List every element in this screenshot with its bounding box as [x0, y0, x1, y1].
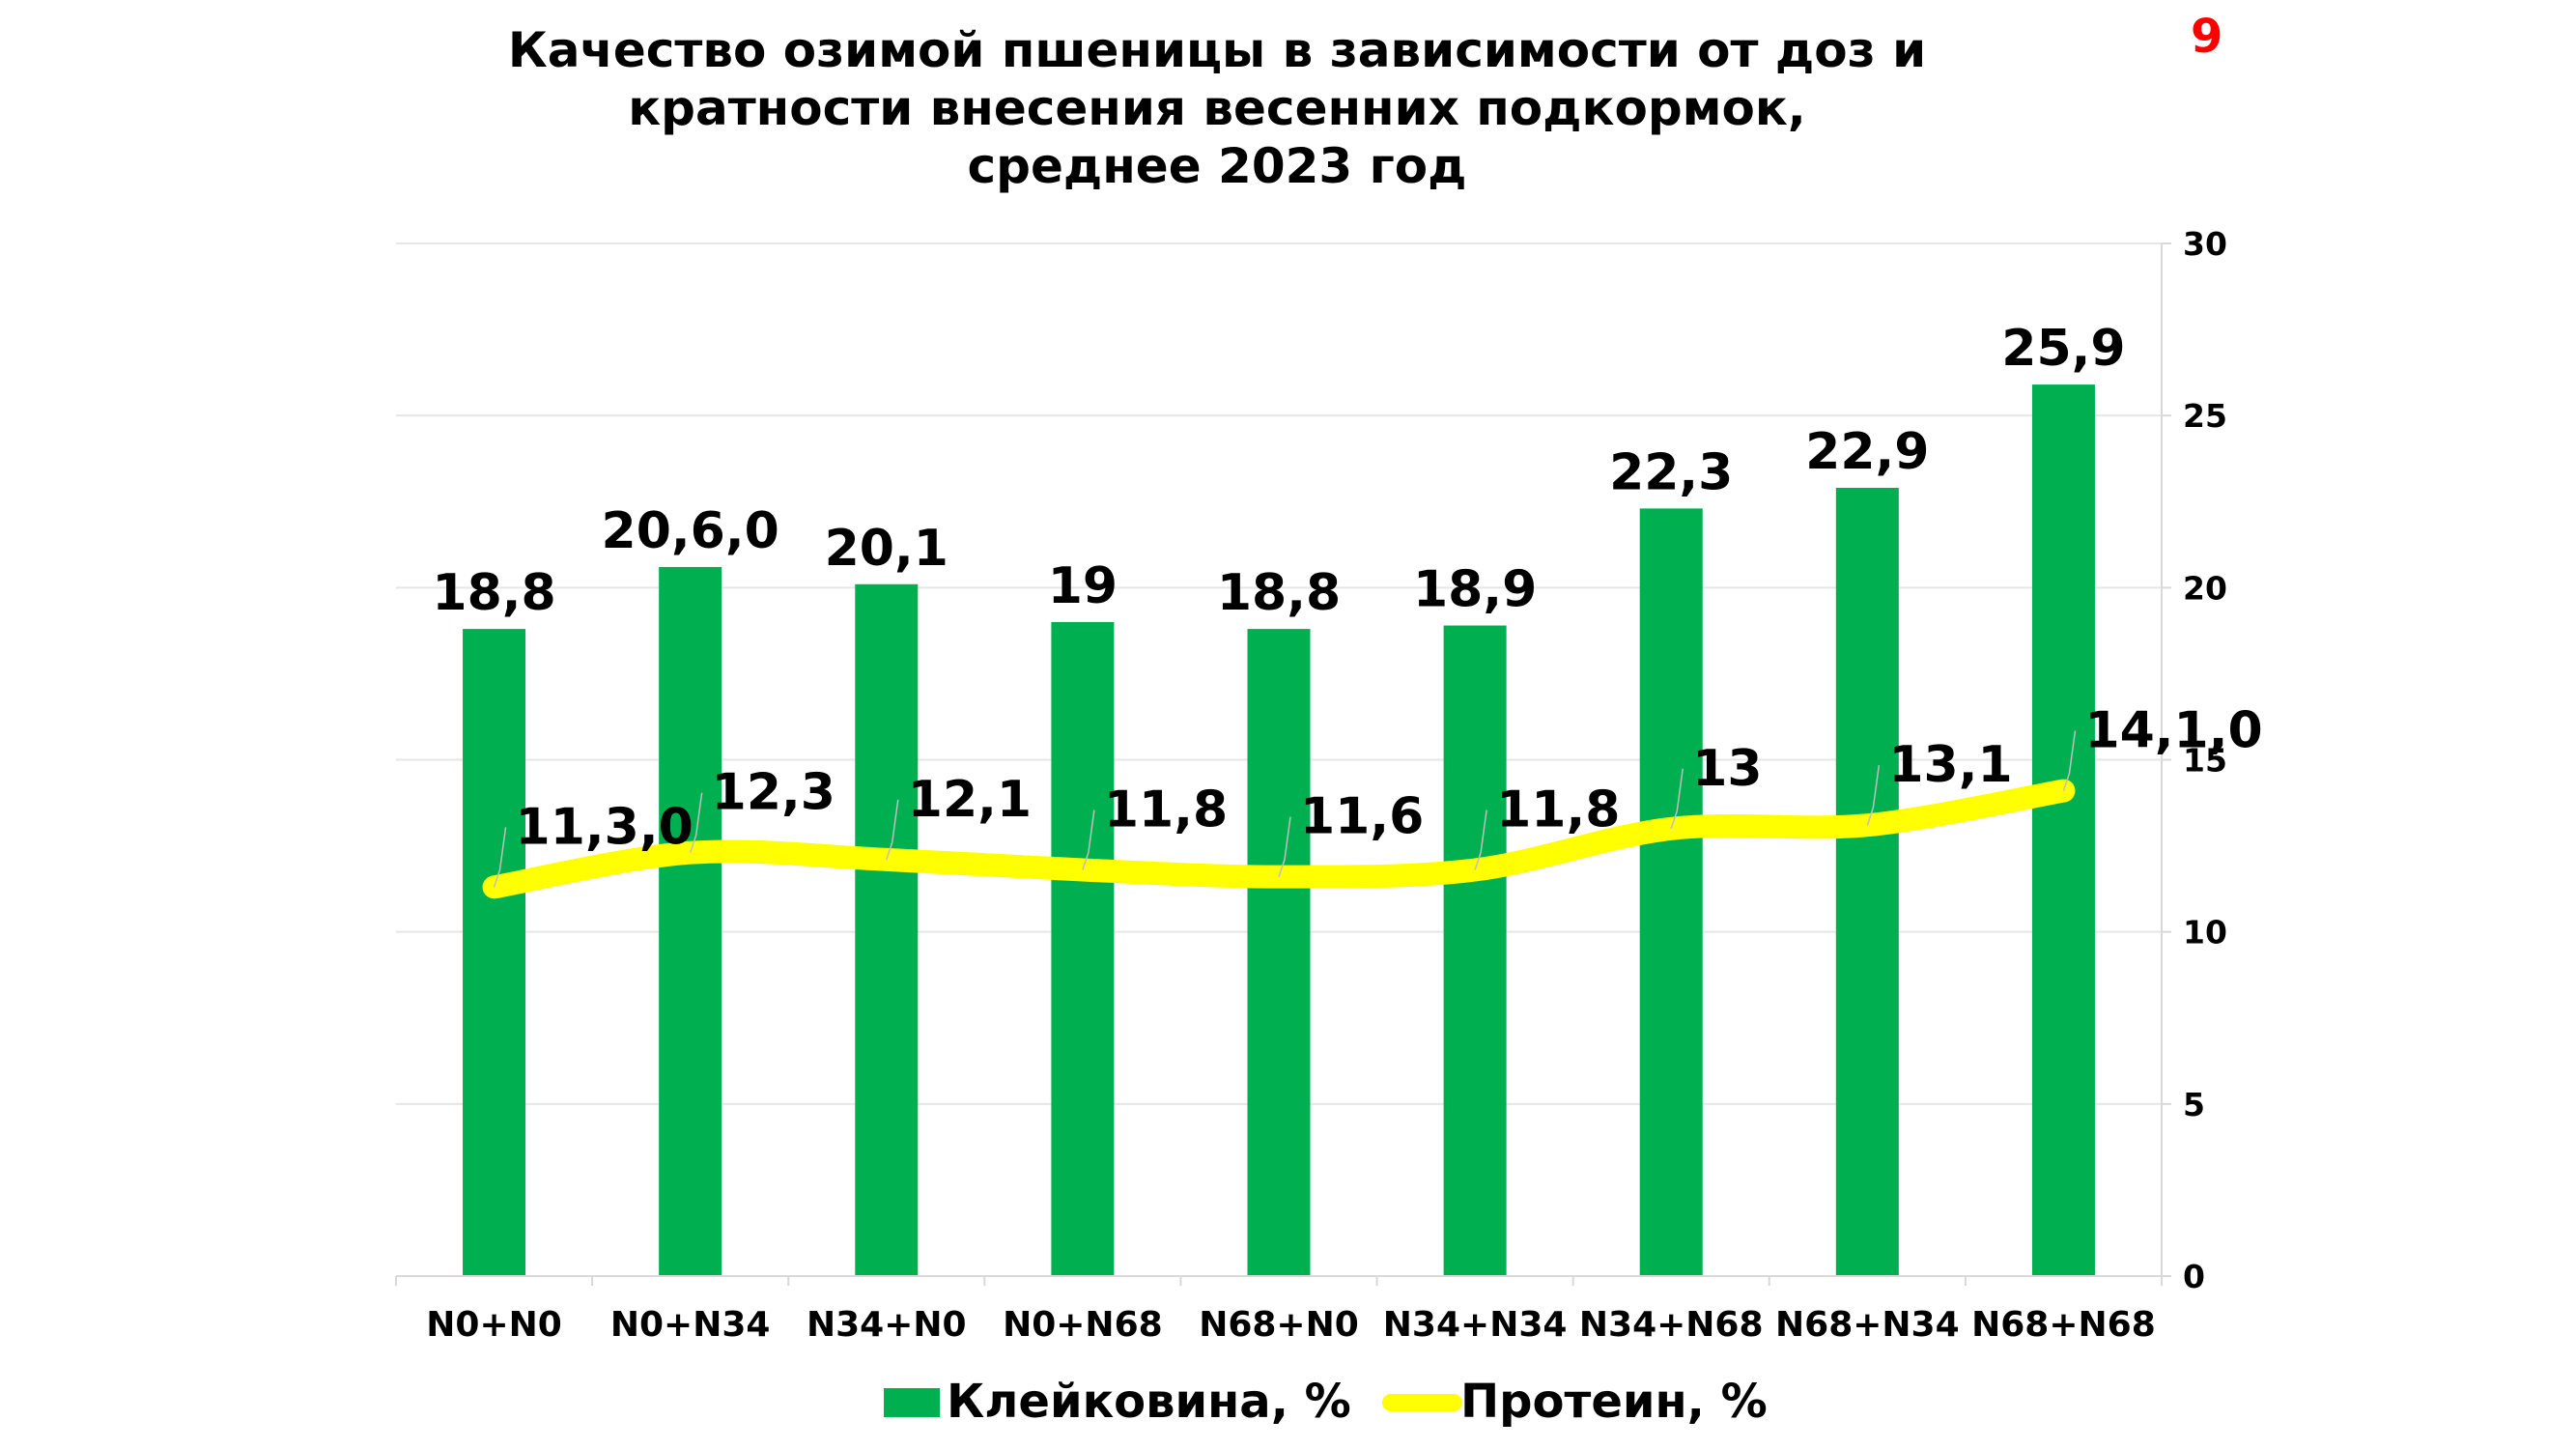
- x-tick-label: N0+N34: [610, 1305, 771, 1345]
- chart-title-line-2: кратности внесения весенних подкормок,: [628, 80, 1806, 136]
- slide-number: 9: [2191, 10, 2223, 64]
- x-tick-label: N34+N68: [1579, 1305, 1764, 1345]
- bar-data-label: 22,9: [1805, 423, 1929, 481]
- leader-line: [1474, 810, 1487, 870]
- axes: 0 5 10 15 20 25 30 N0+N0 N0+N34 N34+N0 N0+N68 N68+N…: [395, 225, 2227, 1345]
- bar: [463, 629, 526, 1276]
- bar: [1247, 629, 1311, 1276]
- line-data-label: 12,3: [712, 764, 835, 822]
- leader-line: [2062, 730, 2077, 791]
- line-data-label: 11,8: [1496, 781, 1620, 839]
- chart-title-line-1: Качество озимой пшеницы в зависимости от…: [507, 22, 1927, 78]
- x-tick-label: N68+N68: [1971, 1305, 2156, 1345]
- y-tick-label: 5: [2183, 1086, 2205, 1123]
- bar-data-label: 20,6,0: [602, 502, 779, 560]
- x-tick-label: N68+N0: [1199, 1305, 1359, 1345]
- line-data-label: 13: [1692, 740, 1762, 798]
- bar: [2031, 384, 2095, 1276]
- leader-line: [1278, 816, 1291, 877]
- bar-data-label: 22,3: [1609, 443, 1733, 501]
- y-tick-label: 25: [2183, 397, 2227, 435]
- bar-series: [463, 384, 2095, 1276]
- leader-line: [886, 799, 899, 861]
- bar: [1443, 625, 1507, 1276]
- bar-data-label: 25,9: [2001, 320, 2125, 378]
- y-tick-label: 20: [2183, 569, 2227, 607]
- legend: Клейковина, % Протеин, %: [884, 1375, 1768, 1429]
- line-data-label: 11,3,0: [516, 798, 694, 856]
- bar-data-label: 19: [1048, 557, 1118, 615]
- leader-line: [1082, 810, 1095, 870]
- bar: [855, 583, 919, 1276]
- line-data-label: 14,1,0: [2084, 702, 2262, 760]
- bar: [1639, 508, 1703, 1276]
- x-tick-label: N68+N34: [1775, 1305, 1960, 1345]
- bar-data-label: 18,8: [1217, 564, 1341, 622]
- x-tick-label: N0+N0: [426, 1305, 562, 1345]
- y-tick-label: 0: [2183, 1258, 2205, 1295]
- legend-bar-label: Клейковина, %: [947, 1375, 1351, 1429]
- x-tick-label: N34+N0: [807, 1305, 967, 1345]
- chart-title-line-3: среднее 2023 год: [967, 138, 1467, 194]
- y-tick-label: 15: [2183, 742, 2227, 780]
- legend-bar-swatch: [884, 1388, 940, 1417]
- x-tick-label: N34+N34: [1383, 1305, 1568, 1345]
- y-tick-label: 30: [2183, 225, 2227, 263]
- y-tick-label: 10: [2183, 914, 2227, 952]
- leader-line: [493, 827, 507, 888]
- line-data-label: 11,8: [1104, 781, 1228, 839]
- bar-data-label: 18,9: [1413, 561, 1537, 619]
- legend-line-label: Протеин, %: [1460, 1375, 1768, 1429]
- bar-data-label: 20,1: [825, 520, 948, 578]
- line-data-label: 12,1: [908, 771, 1032, 829]
- x-tick-label: N0+N68: [1003, 1305, 1163, 1345]
- bar: [659, 566, 722, 1276]
- chart-title: Качество озимой пшеницы в зависимости от…: [464, 21, 1970, 195]
- line-data-label: 13,1: [1888, 736, 2012, 794]
- leader-line: [689, 792, 703, 853]
- bar: [1835, 487, 1899, 1276]
- line-data-label: 11,6: [1300, 788, 1424, 846]
- bar-data-label: 18,8: [432, 564, 555, 622]
- data-labels: 18,8 20,6,0 20,1 19 18,8 18,9 22,3 22,9 25,9 11,3…: [432, 320, 2263, 888]
- leader-line: [1866, 765, 1881, 826]
- leader-line: [1670, 768, 1684, 830]
- bar: [1051, 621, 1115, 1276]
